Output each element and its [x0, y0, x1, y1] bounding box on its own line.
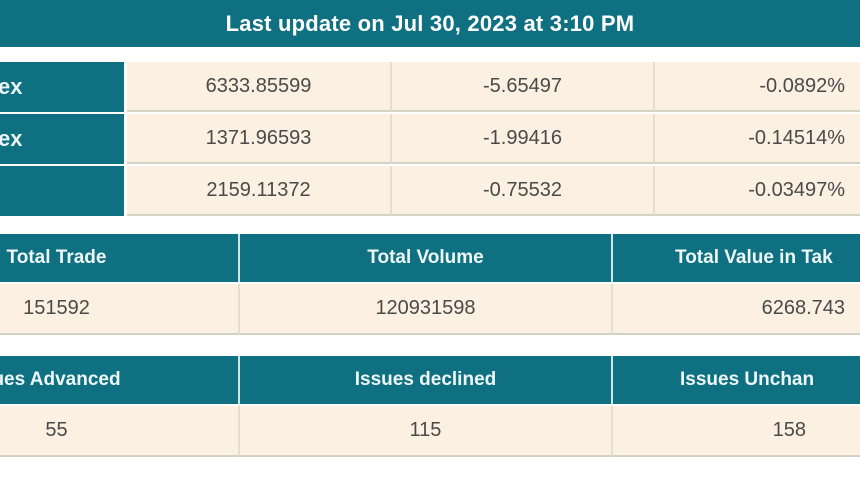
- index-row: x 2159.11372 -0.75532 -0.03497%: [0, 166, 860, 216]
- totals-header-row: Total Trade Total Volume Total Value in …: [0, 234, 860, 282]
- issues-header-row: ues Advanced Issues declined Issues Unch…: [0, 356, 860, 404]
- total-volume-header: Total Volume: [240, 234, 613, 282]
- total-trade-header: Total Trade: [0, 234, 240, 282]
- issues-table: ues Advanced Issues declined Issues Unch…: [0, 356, 860, 457]
- index-change-cell: -1.99416: [392, 114, 655, 164]
- index-value-cell: 2159.11372: [127, 166, 392, 216]
- index-name-cell: ex: [0, 62, 124, 112]
- last-update-text: Last update on Jul 30, 2023 at 3:10 PM: [225, 10, 635, 36]
- total-value-header: Total Value in Tak: [613, 234, 860, 282]
- index-name-cell: x: [0, 166, 124, 216]
- market-totals-table: Total Trade Total Volume Total Value in …: [0, 234, 860, 335]
- index-change-cell: -0.75532: [392, 166, 655, 216]
- index-name-fragment: ex: [0, 126, 23, 151]
- issues-unchanged-value: 158: [613, 406, 860, 457]
- issues-advanced-header: ues Advanced: [0, 356, 240, 404]
- index-name-fragment: ex: [0, 74, 23, 99]
- index-percent-cell: -0.03497%: [655, 166, 860, 216]
- totals-value-row: 151592 120931598 6268.743: [0, 284, 860, 335]
- issues-unchanged-header: Issues Unchan: [613, 356, 860, 404]
- issues-advanced-value: 55: [0, 406, 240, 457]
- issues-declined-header: Issues declined: [240, 356, 613, 404]
- index-row: ex 1371.96593 -1.99416 -0.14514%: [0, 114, 860, 164]
- index-value-cell: 1371.96593: [127, 114, 392, 164]
- index-name-cell: ex: [0, 114, 124, 164]
- index-percent-cell: -0.14514%: [655, 114, 860, 164]
- index-change-cell: -5.65497: [392, 62, 655, 112]
- index-value-cell: 6333.85599: [127, 62, 392, 112]
- index-row: ex 6333.85599 -5.65497 -0.0892%: [0, 62, 860, 112]
- last-update-banner: Last update on Jul 30, 2023 at 3:10 PM: [0, 0, 860, 47]
- index-summary-table: ex 6333.85599 -5.65497 -0.0892% ex 1371.…: [0, 62, 860, 218]
- issues-declined-value: 115: [240, 406, 613, 457]
- index-percent-cell: -0.0892%: [655, 62, 860, 112]
- total-value-value: 6268.743: [613, 284, 860, 335]
- issues-value-row: 55 115 158: [0, 406, 860, 457]
- total-volume-value: 120931598: [240, 284, 613, 335]
- total-trade-value: 151592: [0, 284, 240, 335]
